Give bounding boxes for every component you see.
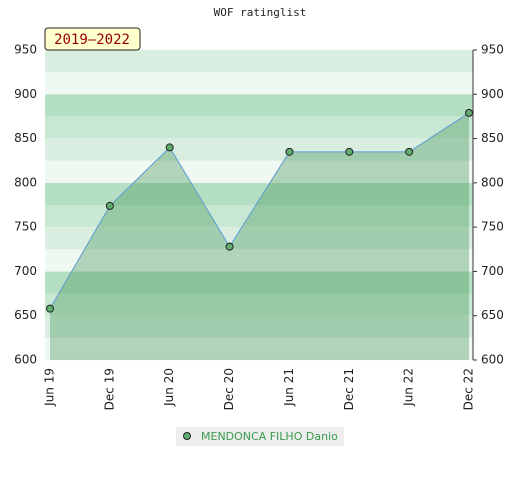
grid-band [45, 94, 473, 117]
y-tick-label: 600 [14, 353, 37, 367]
y-tick-label: 800 [14, 175, 37, 189]
badge-text: 2019–2022 [54, 32, 130, 48]
grid-band [45, 72, 473, 95]
marker [405, 147, 414, 156]
marker [225, 242, 234, 251]
y2-tick-label: 750 [481, 220, 504, 234]
y2-tick-label: 600 [481, 353, 504, 367]
y-tick-label: 750 [14, 220, 37, 234]
grid-band [45, 271, 473, 294]
grid-band [45, 293, 473, 316]
line [49, 112, 470, 309]
grid-band [45, 50, 473, 73]
y-tick-label: 650 [14, 308, 37, 322]
marker [105, 201, 114, 210]
grid-band [45, 138, 473, 161]
grid-band [45, 160, 473, 183]
x-tick-label: Dec 21 [342, 368, 356, 410]
plot-area [45, 49, 473, 361]
y2-tick-label: 950 [481, 43, 504, 57]
marker [165, 143, 174, 152]
legend-marker [183, 432, 191, 440]
grid-band [45, 315, 473, 338]
grid-band [45, 182, 473, 205]
grid-band [45, 227, 473, 250]
legend-box [176, 427, 344, 446]
x-tick-label: Dec 19 [102, 368, 116, 410]
x-tick-label: Jun 22 [402, 368, 416, 407]
grid-band [45, 205, 473, 228]
x-tick-label: Dec 22 [462, 368, 476, 410]
grid-band [45, 116, 473, 139]
x-tick-label: Jun 19 [43, 368, 57, 407]
y-tick-label: 850 [14, 131, 37, 145]
y-tick-label: 950 [14, 43, 37, 57]
chart-title: WOF ratinglist [214, 6, 307, 19]
y2-tick-label: 900 [481, 87, 504, 101]
marker [285, 147, 294, 156]
x-tick-label: Dec 20 [222, 368, 236, 410]
grid-band [45, 249, 473, 272]
y-tick-label: 700 [14, 264, 37, 278]
badge-box [44, 27, 141, 51]
marker [345, 147, 354, 156]
legend-label: MENDONCA FILHO Danio [201, 430, 338, 443]
x-tick-label: Jun 20 [162, 368, 176, 407]
marker [46, 304, 54, 313]
grid-band [45, 337, 473, 360]
area [50, 112, 469, 360]
y-tick-label: 900 [14, 87, 37, 101]
y2-tick-label: 800 [481, 175, 504, 189]
marker [465, 108, 473, 117]
y2-tick-label: 850 [481, 131, 504, 145]
y2-tick-label: 650 [481, 308, 504, 322]
x-tick-label: Jun 21 [282, 368, 296, 407]
y2-tick-label: 700 [481, 264, 504, 278]
